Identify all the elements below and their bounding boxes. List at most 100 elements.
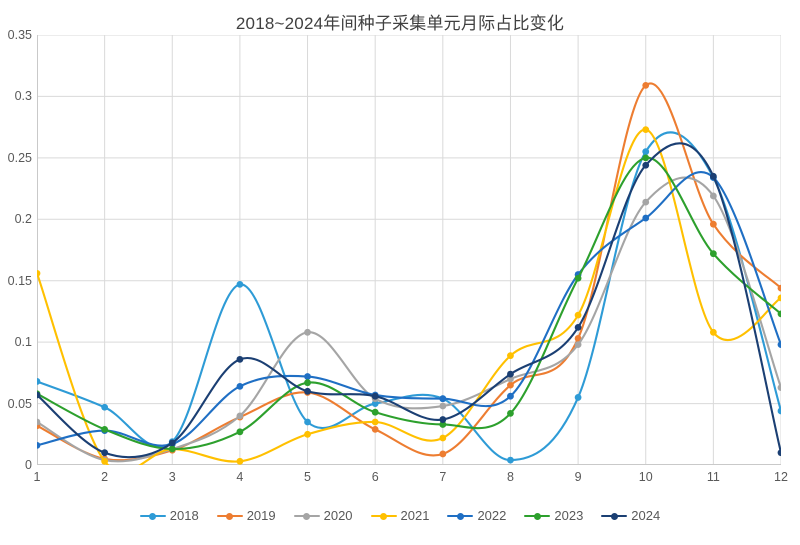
legend-item-2019[interactable]: 2019 <box>216 508 276 523</box>
data-point <box>371 425 379 433</box>
x-tick-label: 4 <box>236 470 244 484</box>
data-point <box>709 192 717 200</box>
legend-marker-icon <box>293 511 320 521</box>
x-tick-label: 6 <box>371 470 379 484</box>
data-point <box>777 284 781 292</box>
y-axis: 0 0.05 0.1 0.15 0.2 0.25 0.3 0.35 <box>0 28 32 472</box>
x-axis: 1 2 3 4 5 6 7 8 9 10 11 12 <box>33 470 788 490</box>
data-point <box>777 449 781 457</box>
data-point <box>642 126 650 133</box>
data-point <box>642 148 650 156</box>
data-point <box>642 198 650 206</box>
legend-item-2018[interactable]: 2018 <box>139 508 199 523</box>
legend-label: 2019 <box>246 508 276 523</box>
x-tick-label: 2 <box>101 470 109 484</box>
data-point <box>304 328 311 336</box>
legend-marker-icon <box>447 511 474 521</box>
legend-marker-icon <box>216 511 243 521</box>
data-point <box>236 412 244 420</box>
plot-area <box>37 35 781 465</box>
data-point <box>777 294 781 302</box>
data-point <box>507 375 514 383</box>
data-point <box>371 418 379 426</box>
data-point <box>574 335 582 342</box>
x-tick-label: 9 <box>574 470 582 484</box>
x-tick-label: 11 <box>706 470 720 484</box>
legend-label: 2021 <box>400 508 430 523</box>
series-2024 <box>37 142 781 459</box>
data-point <box>777 384 781 391</box>
data-point <box>507 370 514 378</box>
data-point <box>236 355 244 363</box>
data-point <box>37 418 41 426</box>
data-point <box>574 324 582 331</box>
data-point <box>236 457 244 465</box>
legend-label: 2018 <box>169 508 199 523</box>
data-point <box>371 408 379 416</box>
legend-item-2024[interactable]: 2024 <box>601 508 660 523</box>
data-point <box>304 387 311 395</box>
data-point <box>236 281 244 288</box>
x-tick-label: 7 <box>439 470 447 484</box>
data-point <box>709 250 717 258</box>
data-point <box>777 310 781 318</box>
data-point <box>642 161 650 169</box>
data-point <box>236 382 244 390</box>
legend-item-2022[interactable]: 2022 <box>447 508 506 523</box>
y-tick-label: 0.05 <box>7 396 32 411</box>
data-point <box>642 154 650 162</box>
data-point <box>101 403 109 411</box>
data-point <box>439 434 447 442</box>
data-point <box>37 378 41 385</box>
x-tick-label: 1 <box>33 470 41 484</box>
series-line <box>37 142 781 459</box>
data-point <box>507 392 514 400</box>
data-point <box>507 381 514 389</box>
data-point <box>709 172 717 180</box>
legend-item-2020[interactable]: 2020 <box>293 508 353 523</box>
data-point <box>439 395 447 403</box>
data-point <box>709 328 717 336</box>
data-point <box>37 391 41 399</box>
x-tick-label: 5 <box>304 470 312 484</box>
legend-marker-icon <box>139 511 166 521</box>
data-point <box>709 220 717 228</box>
data-point <box>439 421 447 428</box>
legend-item-2021[interactable]: 2021 <box>370 508 430 523</box>
data-point <box>168 439 176 447</box>
data-point <box>574 394 582 401</box>
data-point <box>507 456 514 464</box>
legend-label: 2023 <box>554 508 584 523</box>
data-point <box>304 430 311 438</box>
series-line <box>37 170 781 447</box>
legend-label: 2024 <box>631 508 661 523</box>
data-point <box>507 352 514 360</box>
data-point <box>439 402 447 410</box>
data-point <box>507 410 514 417</box>
data-point <box>37 269 41 277</box>
series-line <box>37 128 781 465</box>
data-point <box>777 407 781 415</box>
data-point <box>439 450 447 458</box>
legend-item-2023[interactable]: 2023 <box>524 508 583 523</box>
legend-label: 2022 <box>477 508 507 523</box>
plot-svg <box>37 35 781 465</box>
legend-marker-icon <box>524 511 551 521</box>
y-tick-label: 0.1 <box>14 335 32 350</box>
y-tick-label: 0.2 <box>14 212 32 227</box>
data-point <box>168 445 176 453</box>
legend-marker-icon <box>370 511 397 521</box>
data-point <box>304 379 311 387</box>
legend-marker-icon <box>601 511 628 521</box>
y-tick-label: 0 <box>25 458 32 472</box>
data-point <box>777 341 781 348</box>
x-tick-label: 12 <box>774 470 788 484</box>
data-point <box>304 373 311 380</box>
legend-label: 2020 <box>323 508 353 523</box>
gridlines <box>37 35 781 465</box>
data-point <box>101 449 109 457</box>
data-point <box>439 416 447 423</box>
data-point <box>371 392 379 400</box>
data-point <box>642 214 650 222</box>
